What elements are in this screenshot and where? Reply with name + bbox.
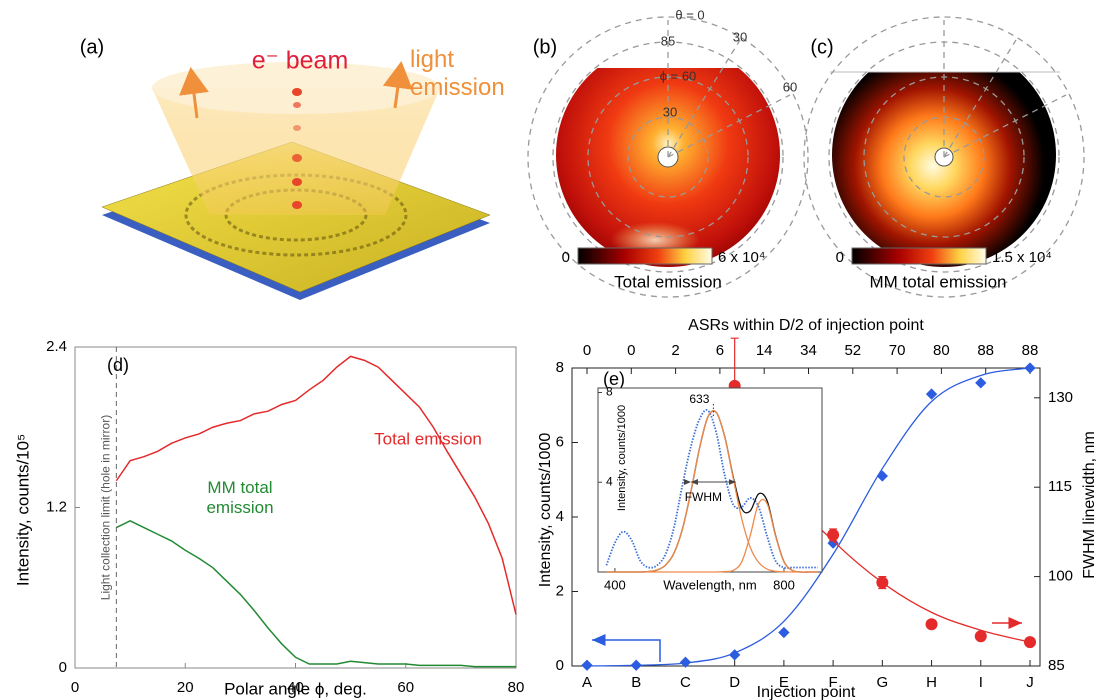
angle-label: 30 (663, 104, 677, 119)
angle-label: 85 (661, 33, 675, 48)
inset-line (606, 498, 818, 573)
data-point (925, 388, 938, 400)
top-tick-label: 34 (800, 342, 817, 359)
y2-tick-label: 130 (1048, 389, 1073, 406)
colorbar (851, 247, 987, 265)
x-axis-label: Polar angle ϕ, deg. (224, 679, 367, 698)
panel-label: (d) (107, 355, 129, 375)
illustration-c (803, 16, 1085, 298)
beam-label: e⁻ beam (252, 47, 349, 75)
x-tick-label: G (876, 674, 888, 691)
top-tick-label: 88 (1022, 342, 1039, 359)
top-tick-label: 70 (889, 342, 906, 359)
panel-label: (a) (80, 36, 104, 58)
y-axis-label: Intensity, counts/1000 (537, 433, 554, 588)
y-tick-label: 0 (556, 657, 564, 674)
axis-arrow (592, 634, 661, 662)
colorbar-label: 6 x 10⁴ (718, 249, 765, 266)
x-tick-label: J (1026, 674, 1034, 691)
colorbar-label: 1.5 x 10⁴ (992, 249, 1052, 266)
x-tick-label: B (631, 674, 641, 691)
fit-line (586, 367, 1031, 667)
data-point (581, 659, 593, 671)
colorbar-title: MM total emission (870, 272, 1007, 291)
data-point (975, 377, 987, 389)
data-line (115, 355, 517, 615)
y-tick-label: 8 (606, 385, 613, 399)
illustration-a (101, 61, 491, 300)
top-tick-label: 80 (933, 342, 950, 359)
colorbar-label: 0 (836, 249, 844, 266)
top-axis-label: ASRs within D/2 of injection point (688, 317, 924, 334)
data-point (827, 528, 840, 541)
x-tick-label: 60 (397, 679, 414, 696)
series-label: Total emission (374, 429, 482, 448)
panel-label: (c) (810, 36, 833, 58)
x-axis-label: Wavelength, nm (663, 577, 756, 592)
panel-label: (b) (533, 36, 557, 58)
data-point (679, 656, 692, 668)
y-tick-label: 2 (556, 582, 564, 599)
top-tick-label: 2 (671, 342, 679, 359)
y2-tick-label: 85 (1048, 657, 1065, 674)
emission-label: light emission (410, 46, 505, 101)
x-tick-label: E (779, 674, 789, 691)
top-tick-label: 0 (583, 342, 591, 359)
y-axis-label: Intensity, counts/10⁵ (13, 434, 32, 586)
series-label: MM total emission (206, 478, 274, 517)
x-tick-label: 80 (508, 679, 525, 696)
x-tick-label: 40 (287, 679, 304, 696)
y2-tick-label: 100 (1048, 568, 1073, 585)
data-line (116, 520, 516, 668)
annotation: FWHM (685, 490, 722, 504)
data-point (925, 618, 938, 631)
y-tick-label: 4 (606, 474, 613, 488)
x-tick-label: 20 (177, 679, 194, 696)
annotation: Light collection limit (hole in mirror) (99, 415, 113, 600)
top-tick-label: 6 (716, 342, 724, 359)
x-tick-label: 800 (773, 577, 795, 592)
angle-label: ϕ = 60 (660, 68, 697, 83)
y-tick-label: 0 (59, 659, 67, 676)
y2-tick-label: 115 (1048, 478, 1072, 495)
inset-line (605, 409, 818, 569)
colorbar-title: Total emission (614, 272, 722, 291)
x-tick-label: 0 (71, 679, 79, 696)
annotation: 633 (689, 392, 709, 406)
y-tick-label: 1.2 (46, 498, 67, 515)
y-tick-label: 4 (556, 508, 564, 525)
x-tick-label: A (582, 674, 592, 691)
top-tick-label: 0 (627, 342, 635, 359)
angle-label: θ = 0 (675, 7, 704, 22)
top-tick-label: 14 (756, 342, 773, 359)
top-tick-label: 88 (977, 342, 994, 359)
y-tick-label: 2.4 (46, 338, 67, 355)
x-tick-label: 400 (604, 577, 626, 592)
x-tick-label: C (680, 674, 691, 691)
x-tick-label: F (829, 674, 838, 691)
colorbar-label: 0 (562, 249, 570, 266)
data-point (974, 630, 987, 643)
colorbar (577, 247, 713, 265)
x-tick-label: D (729, 674, 740, 691)
x-tick-label: H (926, 674, 937, 691)
y-tick-label: 6 (556, 433, 564, 450)
angle-label: 60 (783, 79, 797, 94)
angle-label: 30 (733, 29, 747, 44)
panel-label: (e) (603, 369, 625, 389)
y2-axis-label: FWHM linewidth, nm (1081, 431, 1098, 579)
x-axis-label: Injection point (757, 684, 856, 700)
y-axis-label: Intensity, counts/1000 (616, 405, 628, 511)
y-tick-label: 8 (556, 359, 564, 376)
x-tick-label: I (979, 674, 983, 691)
data-point (778, 626, 790, 639)
top-tick-label: 52 (844, 342, 861, 359)
inset-frame (597, 387, 823, 573)
